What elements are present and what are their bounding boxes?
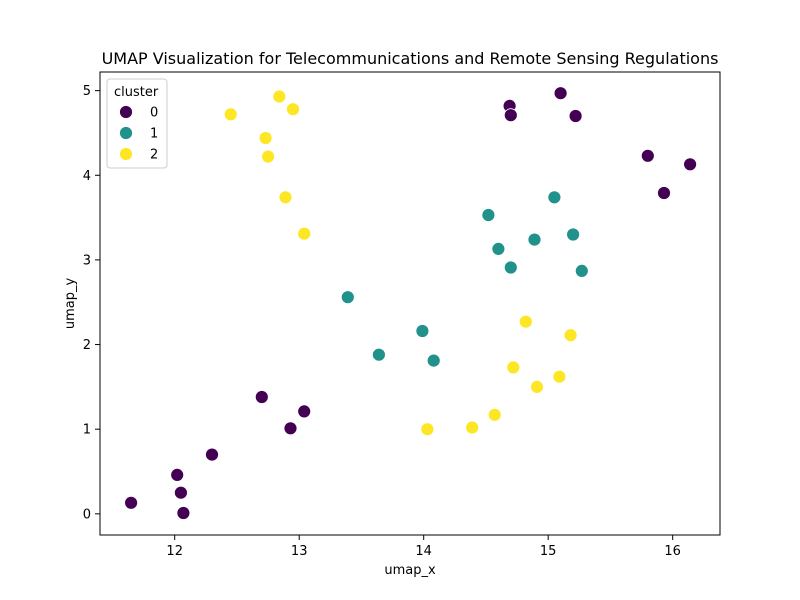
legend-marker-2 [119,147,133,161]
point-cluster-2-0 [223,107,238,122]
x-tick-label: 12 [166,544,183,559]
point-cluster-1-1 [371,347,386,362]
y-axis-label: umap_y [63,278,78,330]
legend-label-2: 2 [150,148,158,163]
point-cluster-2-4 [278,190,293,205]
point-cluster-1-7 [527,232,542,247]
point-cluster-2-13 [552,369,567,384]
y-tick-label: 3 [83,253,91,268]
x-axis-label: umap_x [384,563,436,578]
point-cluster-1-5 [491,241,506,256]
legend-marker-0 [119,105,133,119]
point-cluster-1-8 [547,190,562,205]
point-cluster-1-4 [481,208,496,222]
plot-frame [99,71,721,536]
point-cluster-2-14 [563,328,578,343]
legend-title: cluster [114,85,159,100]
point-cluster-0-2 [173,485,188,500]
y-tick-label: 4 [83,169,91,184]
point-cluster-0-6 [283,421,298,436]
y-tick-label: 5 [83,84,91,99]
point-cluster-1-6 [503,260,518,275]
points-layer [124,86,697,520]
point-cluster-0-7 [297,404,312,419]
point-cluster-2-7 [420,422,435,437]
y-tick-label: 1 [83,423,91,438]
point-cluster-2-1 [258,131,273,145]
point-cluster-0-5 [254,390,269,404]
legend-label-0: 0 [150,106,158,121]
point-cluster-2-12 [530,379,544,394]
point-cluster-1-2 [415,324,430,338]
y-tick-label: 2 [83,338,91,353]
point-cluster-0-4 [205,447,219,462]
point-cluster-0-12 [640,148,655,163]
x-tick-label: 14 [415,544,432,559]
x-tick-label: 15 [540,544,557,559]
point-cluster-2-3 [272,89,287,104]
x-tick-label: 13 [291,544,308,559]
point-cluster-2-10 [506,360,521,375]
x-tick-label: 16 [664,544,681,559]
point-cluster-1-10 [574,263,589,278]
point-cluster-0-14 [683,157,697,172]
point-cluster-1-9 [566,227,580,242]
point-cluster-1-0 [340,290,355,305]
point-cluster-2-5 [286,102,300,117]
legend-marker-1 [119,126,133,140]
point-cluster-0-3 [176,506,191,520]
point-cluster-0-10 [553,86,568,101]
point-cluster-2-2 [261,149,276,164]
point-cluster-0-1 [170,467,185,482]
point-cluster-2-6 [297,226,312,241]
point-cluster-2-8 [465,420,480,435]
legend-box [106,78,168,169]
y-tick-label: 0 [83,507,91,522]
point-cluster-0-11 [568,109,583,123]
point-cluster-1-3 [426,353,441,368]
point-cluster-0-9 [503,108,518,123]
legend: cluster 0 1 2 [106,78,168,169]
point-cluster-2-11 [518,314,533,329]
legend-label-1: 1 [150,127,158,142]
chart-title: UMAP Visualization for Telecommunication… [102,49,719,68]
point-cluster-0-0 [124,495,139,510]
point-cluster-0-13 [657,186,671,200]
point-cluster-2-9 [487,407,502,422]
